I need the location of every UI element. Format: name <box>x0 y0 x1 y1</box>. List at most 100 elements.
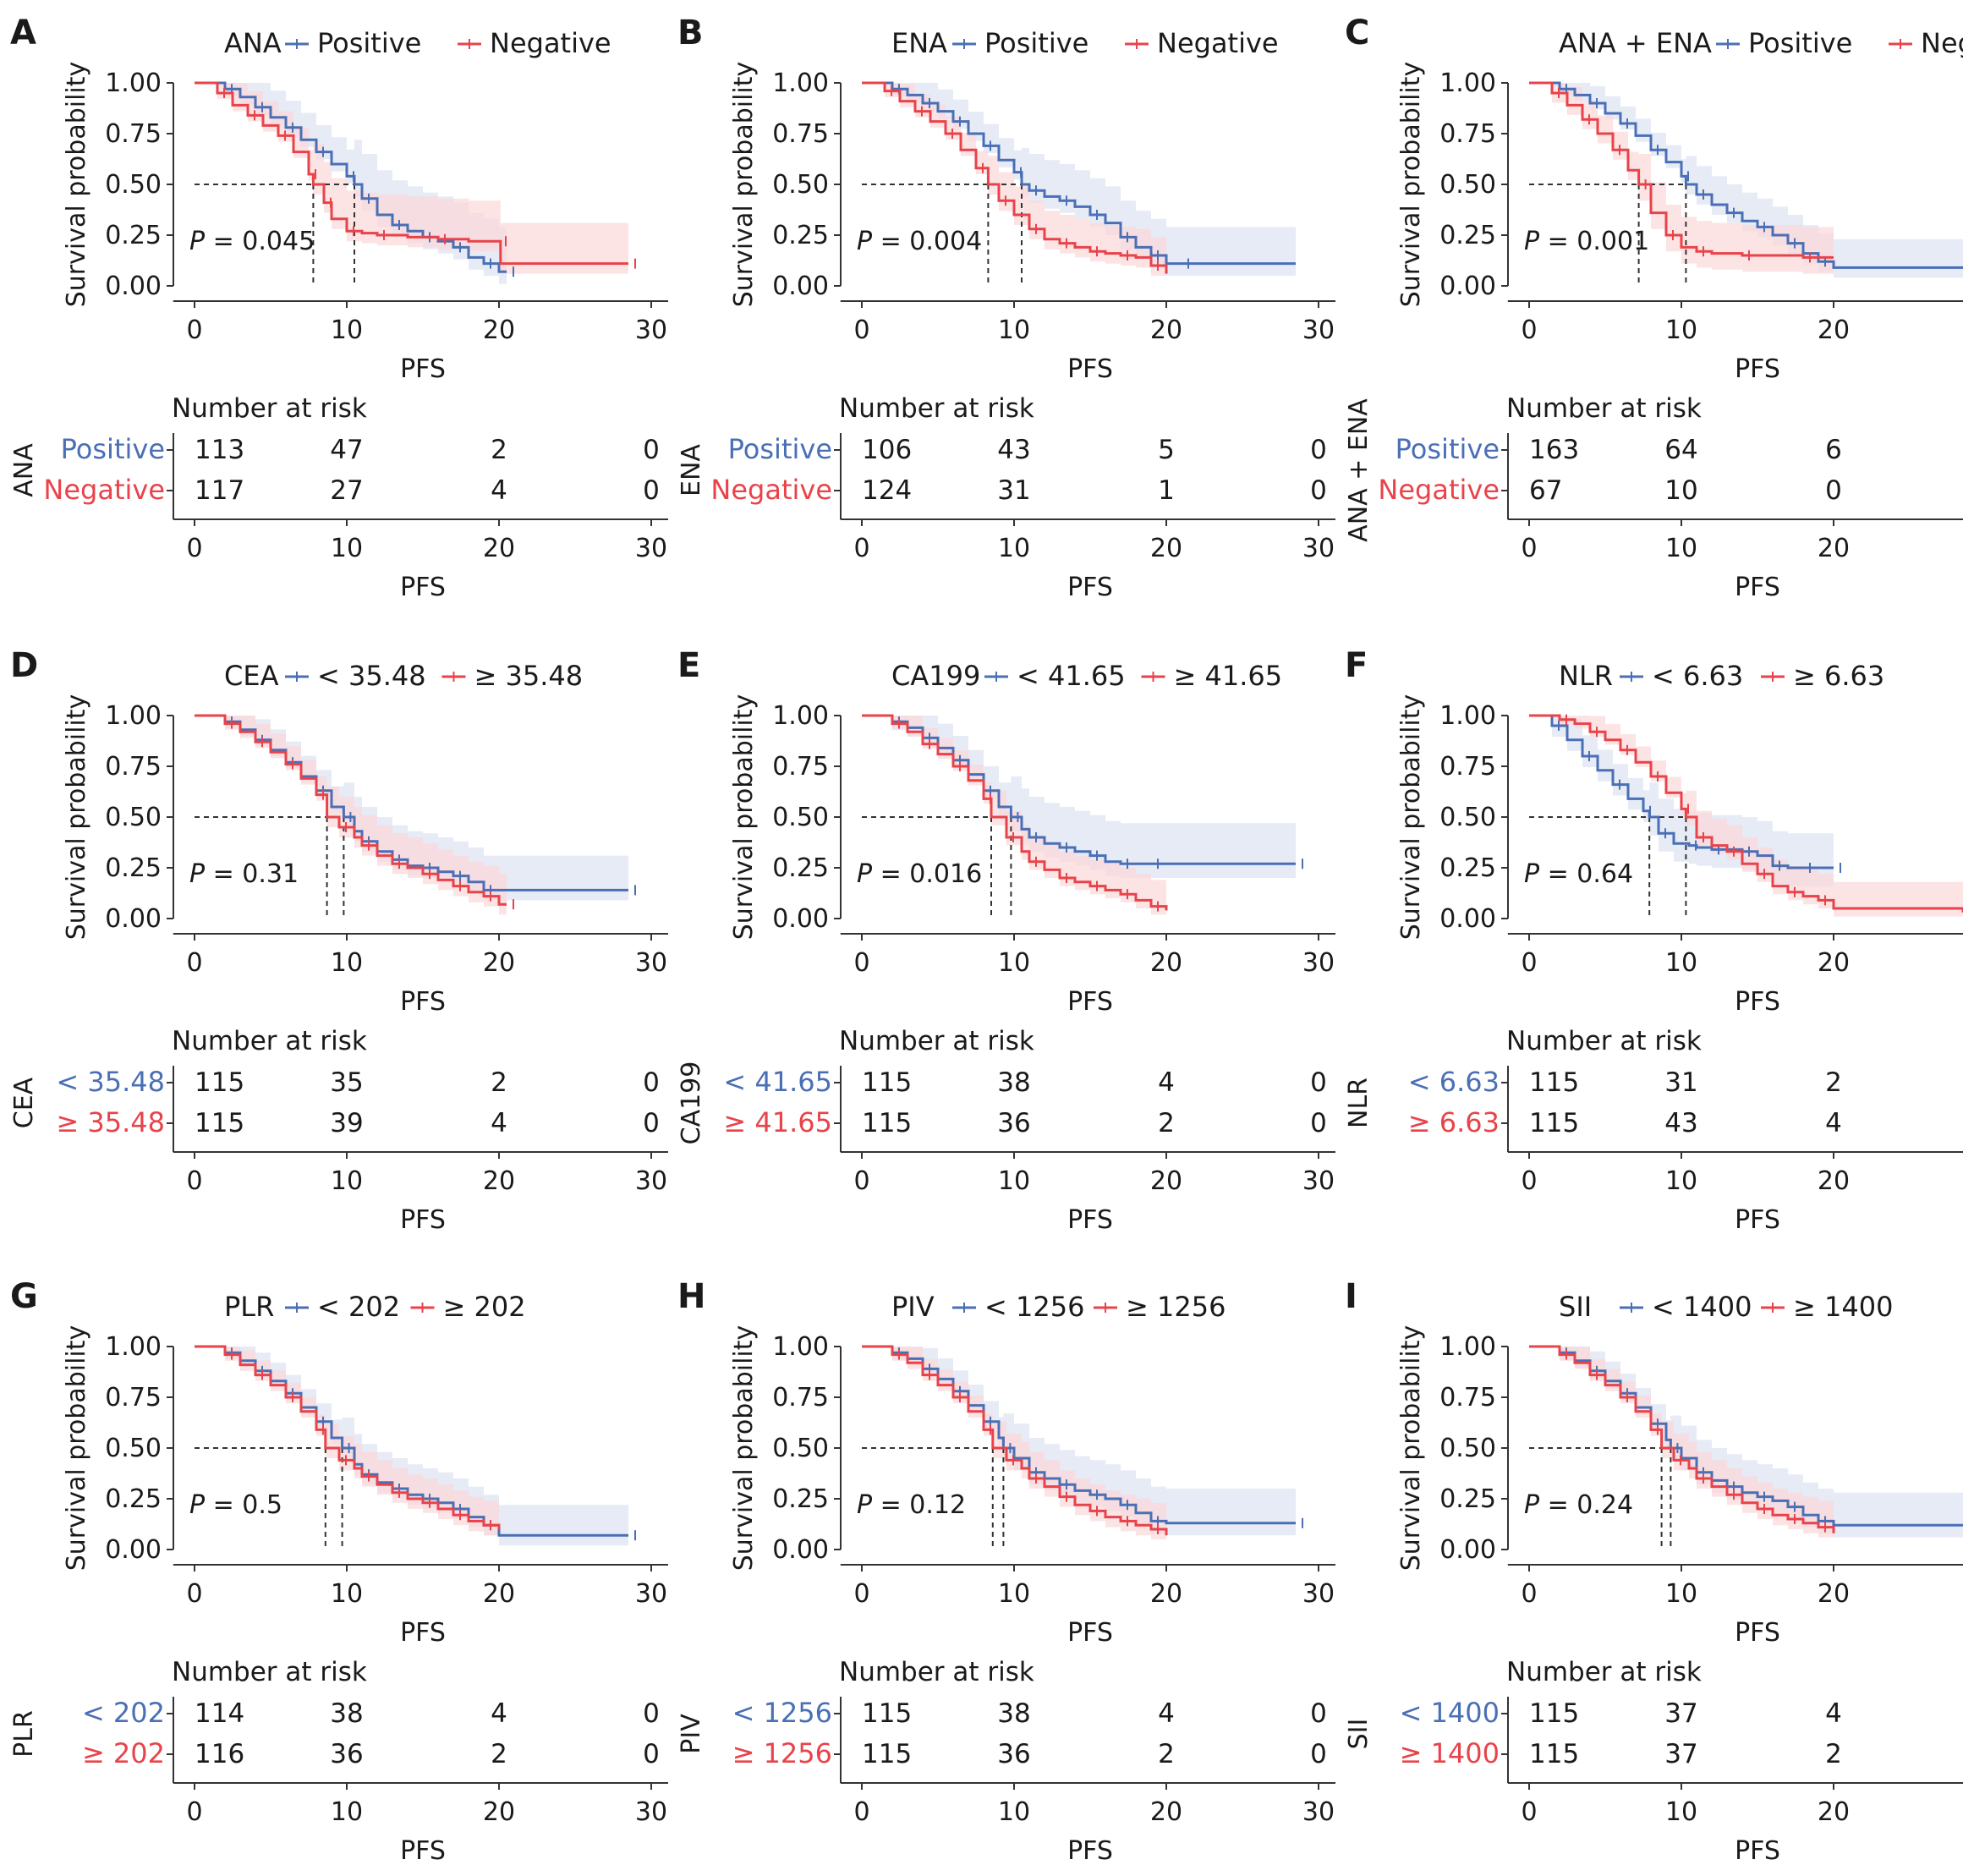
y-tick-label: 0.75 <box>1439 119 1496 149</box>
risk-count: 0 <box>643 1739 660 1769</box>
risk-row-label-1: Positive <box>1395 433 1500 465</box>
risk-count: 4 <box>1825 1698 1842 1729</box>
risk-count: 2 <box>1825 1067 1842 1098</box>
p-value-prefix: P <box>189 1490 206 1520</box>
risk-table-title: Number at risk <box>839 393 1034 424</box>
risk-count: 38 <box>997 1698 1030 1729</box>
y-tick-label: 0.75 <box>772 119 829 149</box>
legend-label-group1: < 41.65 <box>1017 660 1126 692</box>
risk-count: 0 <box>643 1067 660 1098</box>
survival-curve-group2 <box>195 81 628 266</box>
risk-x-tick-label: 0 <box>1521 534 1537 563</box>
risk-y-axis-label: PLR <box>9 1710 39 1758</box>
panel-letter: F <box>1345 646 1368 685</box>
risk-row-label-2: Negative <box>1378 474 1500 506</box>
y-tick-label: 0.25 <box>1439 853 1496 883</box>
x-tick-label: 30 <box>1302 1579 1335 1609</box>
x-tick-label: 20 <box>1818 948 1850 978</box>
p-value-label: P = 0.001 <box>1524 227 1649 256</box>
risk-count: 4 <box>491 1698 507 1729</box>
risk-count: 1 <box>1158 475 1175 506</box>
x-tick-label: 0 <box>186 315 202 345</box>
survival-curve-group2 <box>862 1345 1168 1536</box>
legend-title: PLR <box>224 1291 274 1323</box>
risk-x-tick-label: 30 <box>1302 1797 1335 1827</box>
x-tick-label: 0 <box>186 1579 202 1609</box>
ci-band-group1 <box>1529 83 1963 278</box>
risk-y-axis-label: NLR <box>1344 1078 1374 1128</box>
risk-x-tick-label: 30 <box>1302 1166 1335 1196</box>
risk-x-tick-label: 10 <box>331 1166 363 1196</box>
panel-letter: B <box>677 14 704 52</box>
risk-count: 115 <box>862 1108 912 1138</box>
y-tick-label: 0.75 <box>772 1383 829 1412</box>
p-value-label: P = 0.12 <box>857 1490 966 1520</box>
p-value-number: = 0.001 <box>1539 227 1649 256</box>
survival-curve-group1 <box>862 714 1296 865</box>
legend-label-group1: Positive <box>984 27 1088 59</box>
x-tick-label: 20 <box>483 315 515 345</box>
p-value-number: = 0.045 <box>205 227 315 256</box>
legend-label-group1: < 1256 <box>984 1291 1084 1323</box>
p-value-label: P = 0.31 <box>189 859 299 889</box>
risk-row-label-1: Positive <box>728 433 832 465</box>
y-axis-label: Survival probability <box>729 694 759 941</box>
risk-count: 4 <box>1825 1108 1842 1138</box>
y-tick-label: 0.00 <box>105 904 162 934</box>
risk-row-label-2: ≥ 35.48 <box>56 1106 165 1138</box>
risk-count: 35 <box>330 1067 363 1098</box>
y-tick-label: 1.00 <box>105 701 162 731</box>
risk-x-tick-label: 0 <box>186 534 202 563</box>
survival-curve-group2 <box>862 81 1168 274</box>
risk-table-title: Number at risk <box>172 1026 367 1056</box>
survival-curve-group2 <box>195 1345 501 1529</box>
risk-table-title: Number at risk <box>839 1657 1034 1687</box>
survival-curve-group1 <box>1529 1345 1963 1527</box>
risk-y-axis-label: CEA <box>9 1077 39 1128</box>
y-tick-label: 0.00 <box>772 904 829 934</box>
y-tick-label: 0.25 <box>1439 1484 1496 1514</box>
risk-row-label-1: < 1400 <box>1400 1697 1500 1729</box>
risk-count: 37 <box>1664 1698 1697 1729</box>
panel-g: G PLR < 202 ≥ 202 Survival probability P = 0.… <box>9 1277 668 1866</box>
risk-table-title: Number at risk <box>172 393 367 424</box>
y-tick-label: 1.00 <box>1439 701 1496 731</box>
risk-row-label-2: ≥ 1400 <box>1400 1737 1500 1769</box>
risk-x-tick-label: 30 <box>1302 534 1335 563</box>
panel-f: F NLR < 6.63 ≥ 6.63 Survival probability P = … <box>1344 646 1963 1235</box>
legend-title: CEA <box>224 660 279 692</box>
x-tick-label: 0 <box>1521 1579 1537 1609</box>
legend-title: CA199 <box>891 660 980 692</box>
risk-count: 2 <box>491 1067 507 1098</box>
x-tick-label: 0 <box>186 948 202 978</box>
p-value-prefix: P <box>857 859 873 889</box>
y-tick-label: 0.25 <box>772 221 829 250</box>
legend-label-group2: ≥ 202 <box>443 1291 526 1323</box>
p-value-label: P = 0.045 <box>189 227 315 256</box>
legend-label-group2: Negative <box>1157 27 1279 59</box>
x-tick-label: 30 <box>1302 315 1335 345</box>
y-tick-label: 0.50 <box>772 1434 829 1463</box>
y-tick-label: 0.25 <box>1439 221 1496 250</box>
risk-count: 4 <box>491 475 507 506</box>
x-tick-label: 10 <box>998 315 1030 345</box>
risk-count: 115 <box>862 1698 912 1729</box>
panel-letter: I <box>1345 1277 1357 1316</box>
survival-curve-group2 <box>1529 81 1834 259</box>
x-tick-label: 30 <box>635 1579 667 1609</box>
risk-row-label-2: Negative <box>43 474 165 506</box>
risk-row-label-1: < 35.48 <box>56 1066 165 1098</box>
x-tick-label: 10 <box>1665 948 1697 978</box>
x-tick-label: 30 <box>635 948 667 978</box>
x-tick-label: 20 <box>483 1579 515 1609</box>
risk-count: 2 <box>1158 1739 1175 1769</box>
risk-count: 47 <box>330 435 363 465</box>
risk-x-tick-label: 10 <box>1665 1797 1697 1827</box>
legend-label-group1: < 1400 <box>1652 1291 1752 1323</box>
risk-x-axis-label: PFS <box>400 1836 446 1866</box>
risk-count: 115 <box>862 1067 912 1098</box>
p-value-number: = 0.5 <box>205 1490 282 1520</box>
risk-table-title: Number at risk <box>839 1026 1034 1056</box>
risk-x-axis-label: PFS <box>1067 1205 1113 1235</box>
